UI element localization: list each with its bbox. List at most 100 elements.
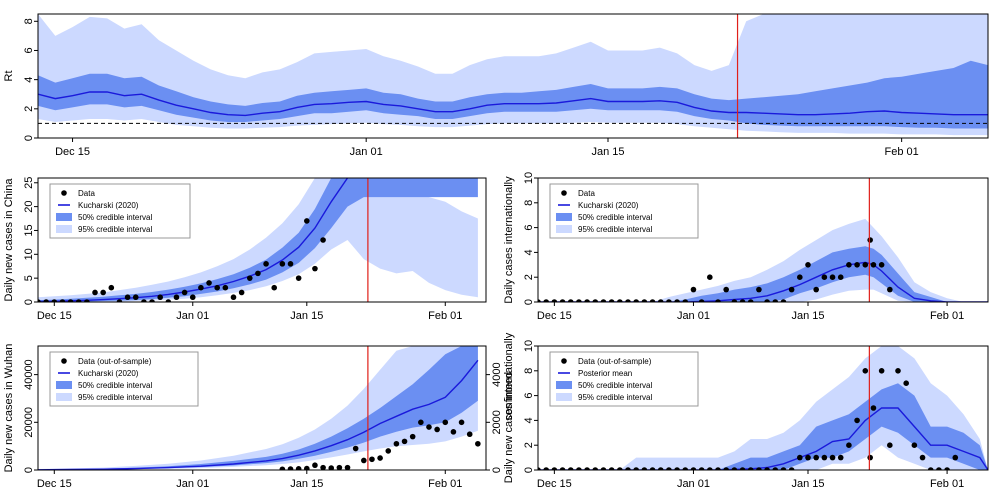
data-point: [870, 405, 877, 411]
legend-dot-icon: [561, 190, 567, 196]
legend-box: [49, 351, 199, 407]
legend-label: 50% credible interval: [78, 213, 152, 222]
data-point: [829, 454, 836, 461]
x-tick-label: Jan 01: [176, 478, 209, 490]
data-point: [788, 286, 795, 293]
data-point: [100, 289, 106, 296]
data-point: [279, 261, 286, 267]
data-point: [458, 419, 465, 426]
data-point: [576, 299, 582, 302]
data-point: [361, 457, 367, 464]
mean-line: [38, 178, 349, 302]
y-tick-label: 0: [523, 299, 535, 305]
y-tick-label: 8: [523, 368, 535, 374]
legend-swatch-50: [56, 213, 72, 221]
data-point: [641, 467, 648, 470]
data-point: [867, 237, 873, 243]
data-point: [846, 442, 852, 449]
x-tick-label: Dec 15: [37, 478, 72, 490]
mean-line: [538, 261, 988, 302]
legend-swatch-95: [556, 393, 572, 401]
y-tick-label: 2: [23, 106, 35, 112]
data-point: [927, 467, 934, 470]
x-tick-label: Jan 15: [791, 310, 824, 322]
data-point: [821, 274, 828, 281]
legend-label: 95% credible interval: [78, 225, 152, 234]
data-point: [936, 467, 942, 470]
x-tick-label: Feb 01: [428, 478, 462, 490]
data-point: [38, 299, 41, 302]
legend-label: Kucharski (2020): [78, 369, 139, 378]
data-point: [393, 440, 400, 447]
data-point: [295, 466, 302, 470]
data-point: [75, 299, 82, 302]
data-point: [805, 262, 811, 268]
legend-label: 50% credible interval: [578, 381, 652, 390]
y-axis-label: Rt: [3, 71, 15, 82]
data-point: [649, 299, 656, 302]
data-point: [559, 467, 566, 470]
legend-label: 50% credible interval: [78, 381, 152, 390]
data-point: [878, 368, 885, 374]
data-point: [952, 454, 959, 461]
data-point: [625, 467, 631, 470]
x-tick-label: Dec 15: [55, 146, 90, 158]
data-point: [846, 262, 852, 268]
legend-label: 50% credible interval: [578, 213, 652, 222]
data-point: [149, 299, 155, 302]
data-point: [837, 454, 844, 461]
data-point: [764, 467, 770, 470]
legend-label: Data: [578, 189, 595, 198]
ci95-band: [538, 346, 988, 470]
legend-swatch-50: [556, 381, 572, 389]
mean-line: [38, 91, 988, 117]
data-point: [674, 467, 680, 470]
data-point: [344, 464, 351, 470]
y-right-tick-label: 2000: [491, 410, 503, 434]
data-point: [756, 286, 762, 293]
data-point: [238, 289, 245, 296]
data-point: [328, 465, 335, 470]
data-point: [584, 299, 590, 302]
x-tick-label: Jan 15: [290, 478, 323, 490]
data-point: [813, 454, 819, 461]
data-point: [450, 429, 457, 435]
data-point: [633, 299, 639, 302]
data-point: [336, 464, 343, 470]
y-tick-label: 4: [523, 249, 535, 255]
data-point: [401, 438, 408, 445]
data-point: [690, 467, 697, 470]
data-point: [715, 467, 721, 470]
legend-label: Data (out-of-sample): [78, 357, 152, 366]
legend-label: Kucharski (2020): [578, 201, 639, 210]
data-point: [797, 454, 803, 461]
y-tick-label: 5: [23, 275, 35, 281]
data-point: [747, 467, 754, 470]
data-point: [543, 467, 549, 470]
data-point: [608, 467, 615, 470]
data-point: [649, 467, 656, 470]
y-tick-label: 2: [523, 274, 535, 280]
data-point: [584, 467, 590, 470]
y-tick-label: 20: [23, 200, 35, 212]
panel-rt: 0 2 4 6 8 Dec 15 Jan 01 Jan 15 Feb 01 Rt: [3, 13, 989, 158]
y-right-axis-label: confirmed: [503, 372, 515, 420]
legend: Data (out-of-sample) Kucharski (2020) 50% …: [49, 351, 199, 407]
data-point: [59, 299, 66, 302]
data-point: [567, 299, 574, 302]
data-point: [51, 299, 58, 302]
y-right-tick-label: 0: [491, 467, 503, 473]
panel-wuhan: 0 20000 40000 0 2000 4000 confirmed Dec 15 Jan 0…: [3, 344, 515, 490]
data-point: [304, 465, 310, 470]
data-point: [813, 286, 819, 293]
data-point: [418, 419, 424, 426]
data-point: [157, 294, 163, 301]
data-point: [887, 442, 893, 449]
data-point: [230, 294, 237, 301]
data-point: [475, 440, 481, 447]
data-point: [780, 467, 787, 470]
x-tick-label: Dec 15: [537, 310, 572, 322]
data-point: [698, 467, 705, 470]
data-point: [538, 467, 541, 470]
data-point: [576, 467, 582, 470]
